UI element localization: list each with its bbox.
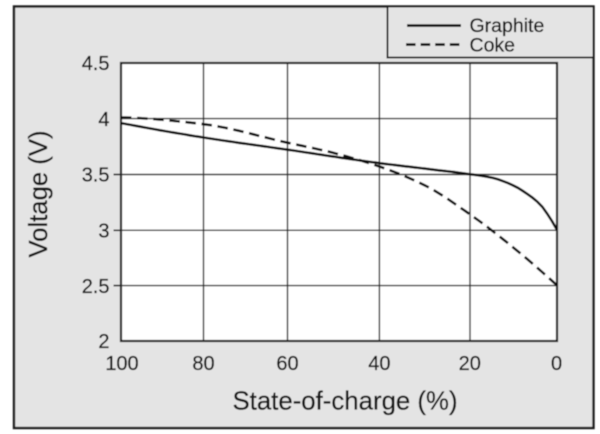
svg-text:Graphite: Graphite xyxy=(470,15,545,37)
svg-text:Voltage (V): Voltage (V) xyxy=(25,130,53,257)
svg-text:2.5: 2.5 xyxy=(82,276,110,298)
svg-text:State-of-charge (%): State-of-charge (%) xyxy=(232,388,457,416)
svg-text:3: 3 xyxy=(98,221,109,243)
svg-text:100: 100 xyxy=(105,353,138,375)
svg-text:60: 60 xyxy=(276,353,298,375)
svg-text:3.5: 3.5 xyxy=(82,165,110,187)
svg-text:4: 4 xyxy=(98,109,109,131)
svg-text:Coke: Coke xyxy=(470,35,516,57)
svg-text:20: 20 xyxy=(459,353,481,375)
svg-text:80: 80 xyxy=(192,353,214,375)
svg-text:4.5: 4.5 xyxy=(82,53,110,75)
svg-text:2: 2 xyxy=(98,331,109,353)
svg-text:0: 0 xyxy=(551,353,562,375)
svg-text:40: 40 xyxy=(368,353,390,375)
